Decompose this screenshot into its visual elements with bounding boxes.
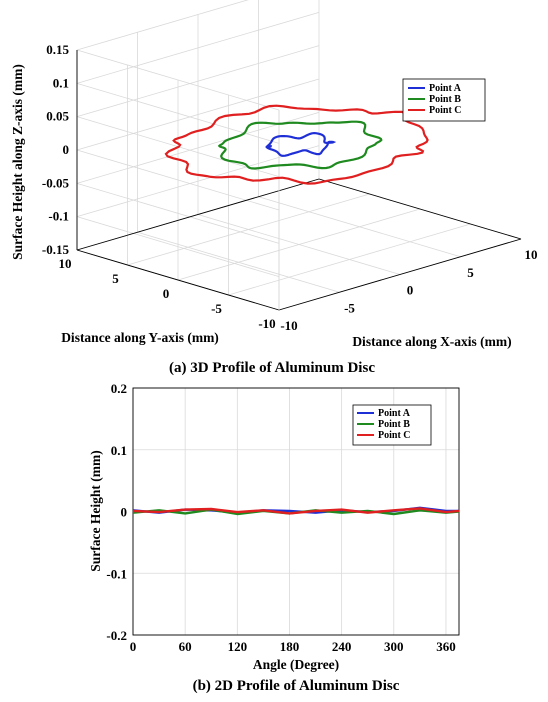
chart-2d: 0 60 120 180 240 300 360 -0.2 -0.1 0 0.1 0.2 Surfac… xyxy=(88,381,460,694)
x-tick-label-2d: 300 xyxy=(384,639,404,654)
chart-3d-ticks: -0.15 -0.1 -0.05 0 0.05 0.1 0.15 -10 -5 0 5 10 -10 -5… xyxy=(42,42,538,333)
grid-3d-floor-y xyxy=(177,208,421,281)
legend-3d: Point A Point B Point C xyxy=(402,78,486,122)
z-tick-label: 0.1 xyxy=(53,75,69,90)
chart-3d-series xyxy=(164,104,429,185)
z-tick-label: 0.05 xyxy=(46,109,69,124)
grid-3d-wall-xz xyxy=(76,0,249,51)
grid-3d-wall-yz xyxy=(76,216,280,278)
y-tick-label: 5 xyxy=(112,271,119,286)
chart-2d-ticks: 0 60 120 180 240 300 360 -0.2 -0.1 0 0.1 0.2 xyxy=(106,381,455,654)
x-tick-label-2d: 360 xyxy=(436,639,456,654)
x-tick-label: 5 xyxy=(467,265,474,280)
z-tick-label: -0.1 xyxy=(48,209,69,224)
x-tick-label-2d: 240 xyxy=(332,639,352,654)
axis-3d-x xyxy=(278,238,522,311)
z-tick-label: 0.15 xyxy=(46,42,69,57)
chart-3d-grid xyxy=(76,0,522,311)
chart-3d: -0.15 -0.1 -0.05 0 0.05 0.1 0.15 -10 -5 0 5 10 -10 -5… xyxy=(10,0,538,376)
grid-3d-wall-yz xyxy=(76,182,280,244)
y-tick-label: 10 xyxy=(59,256,72,271)
frame-3d-edge xyxy=(318,178,522,240)
grid-3d-wall-yz xyxy=(76,49,280,111)
x-tick-label: -10 xyxy=(280,318,297,333)
axis-3d-y xyxy=(76,249,280,311)
x-tick-label: 10 xyxy=(525,247,538,262)
series-2d-3 xyxy=(132,507,460,515)
y-tick-label-2d: 0 xyxy=(121,505,128,520)
legend-3d-label-b: Point B xyxy=(429,94,461,105)
z-axis-label: Surface Height along Z-axis (mm) xyxy=(10,64,25,260)
grid-3d-wall-xz xyxy=(76,45,320,118)
x-tick-label-2d: 60 xyxy=(179,639,192,654)
y-tick-label-2d: 0.1 xyxy=(111,443,127,458)
z-tick-label: -0.05 xyxy=(42,175,70,190)
legend-3d-label-c: Point C xyxy=(429,105,462,116)
series-3d-2 xyxy=(217,120,383,170)
caption-3d: (a) 3D Profile of Aluminum Disc xyxy=(169,360,375,376)
y-axis-label: Distance along Y-axis (mm) xyxy=(61,330,219,345)
legend-2d-label-b: Point B xyxy=(378,419,410,430)
x-tick-label-2d: 120 xyxy=(228,639,248,654)
y-tick-label-2d: 0.2 xyxy=(111,381,127,396)
legend-3d-label-a: Point A xyxy=(429,83,462,94)
grid-3d-wall-xz xyxy=(76,78,320,151)
grid-3d-floor-y xyxy=(127,193,370,266)
chart-3d-frame xyxy=(76,50,522,311)
x-tick-label-2d: 180 xyxy=(280,639,300,654)
y-tick-label: -5 xyxy=(211,301,222,316)
y-axis-label-2d: Surface Height (mm) xyxy=(88,450,103,571)
x-tick-label: 0 xyxy=(407,283,414,298)
grid-3d-floor-y xyxy=(228,223,471,296)
x-tick-label: -5 xyxy=(344,300,355,315)
z-tick-label: -0.15 xyxy=(42,242,70,257)
y-tick-label: -10 xyxy=(258,316,275,331)
y-tick-label: 0 xyxy=(163,286,170,301)
caption-2d: (b) 2D Profile of Aluminum Disc xyxy=(193,678,400,694)
chart-2d-series xyxy=(132,506,460,516)
series-3d-1 xyxy=(265,131,337,157)
series-3d-3 xyxy=(164,104,429,185)
z-tick-label: 0 xyxy=(63,142,70,157)
legend-2d-label-a: Point A xyxy=(378,408,411,419)
x-tick-label-2d: 0 xyxy=(130,639,137,654)
y-tick-label-2d: -0.1 xyxy=(106,566,127,581)
grid-3d-wall-xz xyxy=(76,11,320,84)
legend-2d-label-c: Point C xyxy=(378,430,411,441)
x-axis-label: Distance along X-axis (mm) xyxy=(352,334,511,349)
x-axis-label-2d: Angle (Degree) xyxy=(253,657,339,672)
y-tick-label-2d: -0.2 xyxy=(106,628,127,643)
grid-3d-wall-yz xyxy=(76,149,280,211)
legend-2d: Point A Point B Point C xyxy=(352,404,432,446)
